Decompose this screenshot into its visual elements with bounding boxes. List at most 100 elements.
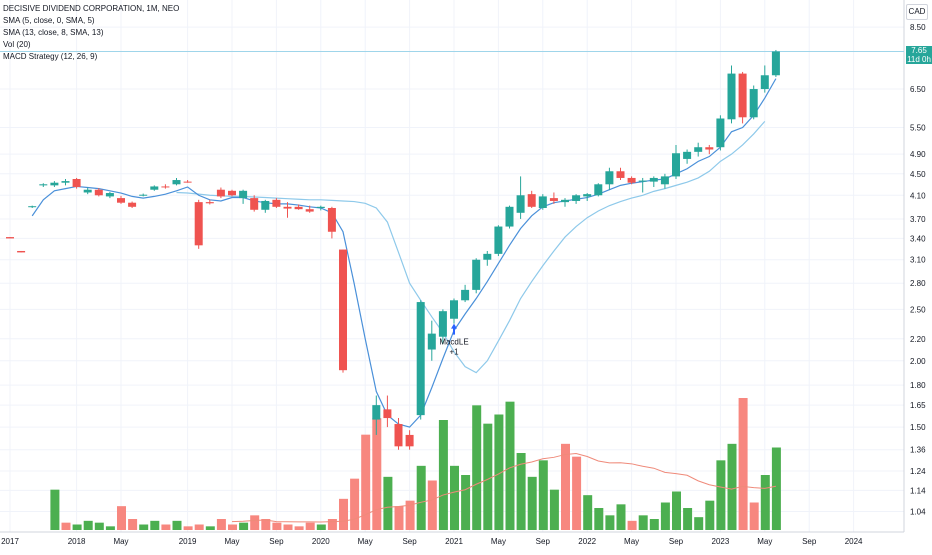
candle[interactable] (6, 237, 14, 239)
candle[interactable] (549, 198, 558, 201)
candle[interactable] (627, 177, 636, 183)
candle[interactable] (72, 178, 81, 187)
candle[interactable] (749, 89, 758, 118)
time-axis-label: Sep (269, 537, 284, 546)
candle[interactable] (705, 147, 714, 150)
candle[interactable] (17, 250, 26, 253)
candle[interactable] (649, 177, 658, 182)
volume-bar (461, 475, 471, 530)
volume-bar (294, 526, 304, 530)
candle[interactable] (461, 289, 470, 301)
candle[interactable] (727, 73, 736, 120)
candle[interactable] (416, 302, 425, 416)
candle[interactable] (261, 200, 270, 210)
candle[interactable] (527, 194, 536, 207)
candle[interactable] (450, 300, 458, 319)
candle[interactable] (561, 199, 569, 203)
price-axis-label: 1.36 (910, 446, 926, 455)
candle[interactable] (94, 189, 103, 196)
candle[interactable] (505, 206, 514, 227)
price-axis-label: 5.50 (910, 124, 926, 133)
candle[interactable] (294, 206, 303, 210)
currency-button[interactable]: CAD (906, 4, 928, 20)
indicator-sma5[interactable]: SMA (5, close, 0, SMA, 5) (3, 16, 95, 25)
volume-bar (72, 524, 82, 530)
volume-bar (372, 418, 382, 530)
volume-bar (117, 506, 126, 530)
candle[interactable] (316, 206, 325, 208)
candle[interactable] (760, 75, 769, 90)
candle[interactable] (572, 195, 581, 201)
candle[interactable] (117, 198, 125, 203)
candle[interactable] (694, 147, 703, 152)
candle[interactable] (150, 186, 159, 190)
candle[interactable] (28, 206, 37, 208)
candle[interactable] (771, 51, 780, 76)
price-axis-label: 3.70 (910, 215, 926, 224)
candle[interactable] (683, 151, 692, 159)
volume-bar (405, 500, 415, 530)
candle[interactable] (216, 189, 225, 197)
candle[interactable] (583, 194, 592, 197)
time-axis-label: May (624, 537, 639, 546)
candle[interactable] (616, 171, 625, 178)
candle[interactable] (472, 259, 481, 290)
volume-bar (672, 491, 681, 530)
candle[interactable] (172, 180, 181, 185)
candle[interactable] (672, 153, 680, 177)
candle[interactable] (228, 190, 236, 196)
candle[interactable] (139, 194, 148, 196)
candle[interactable] (39, 184, 48, 186)
price-axis-label: 2.20 (910, 335, 926, 344)
indicator-macd-strategy[interactable]: MACD Strategy (12, 26, 9) (3, 52, 98, 61)
candle[interactable] (339, 249, 347, 371)
candle[interactable] (283, 206, 292, 209)
candle[interactable] (605, 171, 614, 185)
price-axis-label: 1.14 (910, 486, 926, 495)
candle[interactable] (205, 202, 214, 204)
volume-bar (605, 515, 615, 530)
candle[interactable] (394, 424, 403, 447)
volume-bar (738, 398, 748, 530)
candle[interactable] (327, 207, 336, 232)
candle[interactable] (494, 226, 503, 254)
candle[interactable] (538, 196, 547, 208)
candle[interactable] (272, 199, 281, 207)
indicator-volume[interactable]: Vol (20) (3, 40, 31, 49)
candle[interactable] (105, 193, 114, 197)
candle[interactable] (427, 333, 436, 350)
candle[interactable] (83, 189, 92, 193)
candle[interactable] (239, 190, 248, 199)
volume-bar (572, 456, 582, 530)
price-axis-label: 4.90 (910, 150, 926, 159)
candle[interactable] (250, 198, 259, 210)
time-axis-label: May (491, 537, 506, 546)
candle[interactable] (61, 181, 70, 183)
candle[interactable] (194, 202, 203, 246)
candle[interactable] (372, 405, 381, 420)
indicator-sma13[interactable]: SMA (13, close, 8, SMA, 13) (3, 28, 104, 37)
candle[interactable] (516, 195, 525, 213)
candle[interactable] (183, 181, 192, 183)
candle[interactable] (438, 311, 447, 337)
candle[interactable] (305, 209, 314, 212)
time-axis-label: May (358, 537, 373, 546)
symbol-title[interactable]: DECISIVE DIVIDEND CORPORATION, 1M, NEO (3, 4, 180, 13)
volume-bar (216, 519, 226, 530)
candle[interactable] (50, 182, 59, 186)
volume-bar (561, 443, 570, 530)
price-axis-label: 3.10 (910, 256, 926, 265)
candle[interactable] (128, 202, 137, 207)
candle[interactable] (383, 409, 392, 419)
candle[interactable] (161, 186, 170, 188)
candle[interactable] (738, 73, 747, 118)
candle[interactable] (483, 253, 492, 260)
volume-bar (538, 460, 548, 530)
candle[interactable] (716, 118, 725, 148)
candle[interactable] (638, 180, 647, 182)
candle[interactable] (405, 434, 414, 447)
candle[interactable] (594, 184, 603, 196)
candle[interactable] (660, 176, 669, 185)
